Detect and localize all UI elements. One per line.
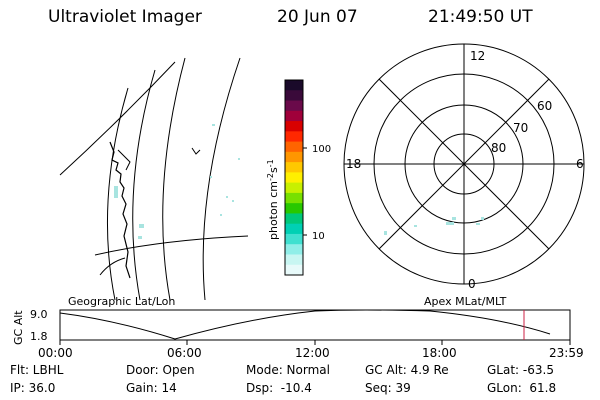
time-tick-1200: 12:00 bbox=[295, 346, 330, 360]
colorbar-segment bbox=[285, 192, 303, 204]
lat-label-60: 60 bbox=[537, 99, 552, 113]
colorbar-segment bbox=[285, 223, 303, 235]
glon-info: GLon: 61.8 bbox=[487, 381, 557, 395]
colorbar-segment bbox=[285, 131, 303, 143]
seq-info: Seq: 39 bbox=[365, 381, 411, 395]
colorbar-segment bbox=[285, 203, 303, 214]
time-label: 21:49:50 UT bbox=[428, 7, 533, 27]
colorbar-segment bbox=[285, 213, 303, 225]
colorbar-segment bbox=[285, 110, 303, 122]
colorbar-segment bbox=[285, 264, 303, 276]
altitude-plot bbox=[59, 309, 571, 345]
time-tick-2359: 23:59 bbox=[549, 346, 584, 360]
colorbar-segment bbox=[285, 90, 303, 102]
instrument-title: Ultraviolet Imager bbox=[48, 7, 202, 27]
ip-info: IP: 36.0 bbox=[10, 381, 56, 395]
projection-label-apex: Apex MLat/MLT bbox=[424, 295, 507, 308]
mlt-label-top: 12 bbox=[470, 49, 485, 63]
colorbar-tick-100: 100 bbox=[312, 144, 331, 155]
colorbar-ticks bbox=[303, 147, 307, 236]
colorbar-label: photon cm-2s-1 bbox=[266, 159, 280, 240]
date-label: 20 Jun 07 bbox=[277, 7, 358, 27]
gc-alt-info: GC Alt: 4.9 Re bbox=[365, 363, 449, 377]
projection-label-geographic: Geographic Lat/Lon bbox=[68, 295, 175, 308]
geographic-map bbox=[59, 57, 249, 301]
time-tick-1800: 18:00 bbox=[422, 346, 457, 360]
colorbar-segment bbox=[285, 100, 303, 112]
colorbar-segment bbox=[285, 254, 303, 266]
mode-info: Mode: Normal bbox=[246, 363, 330, 377]
polar-plot bbox=[343, 43, 585, 285]
door-info: Door: Open bbox=[126, 363, 195, 377]
colorbar-segment bbox=[285, 121, 303, 132]
lat-label-80: 80 bbox=[491, 141, 506, 155]
altitude-axis-label: GC Alt bbox=[12, 310, 25, 345]
colorbar-segment bbox=[285, 80, 303, 91]
colorbar-segment bbox=[285, 172, 303, 184]
colorbar bbox=[284, 79, 304, 276]
colorbar-segment bbox=[285, 233, 303, 245]
mlt-label-bottom: 0 bbox=[468, 277, 476, 291]
colorbar-segment bbox=[285, 182, 303, 194]
lat-label-70: 70 bbox=[513, 121, 528, 135]
mlt-label-left: 18 bbox=[346, 157, 361, 171]
gain-info: Gain: 14 bbox=[126, 381, 177, 395]
colorbar-segment bbox=[285, 162, 303, 173]
glat-info: GLat: -63.5 bbox=[487, 363, 554, 377]
colorbar-frame bbox=[284, 79, 304, 276]
time-tick-0600: 06:00 bbox=[167, 346, 202, 360]
polar-emission bbox=[384, 217, 484, 235]
colorbar-tick-10: 10 bbox=[312, 231, 325, 242]
colorbar-segment bbox=[285, 244, 303, 255]
filter-info: Flt: LBHL bbox=[10, 363, 64, 377]
colorbar-segment bbox=[285, 141, 303, 153]
colorbar-segment bbox=[285, 151, 303, 163]
altitude-tick-9: 9.0 bbox=[30, 308, 48, 321]
dsp-info: Dsp: -10.4 bbox=[246, 381, 312, 395]
time-tick-0000: 00:00 bbox=[38, 346, 73, 360]
altitude-tick-1-8: 1.8 bbox=[30, 330, 48, 343]
mlt-label-right: 6 bbox=[576, 157, 584, 171]
